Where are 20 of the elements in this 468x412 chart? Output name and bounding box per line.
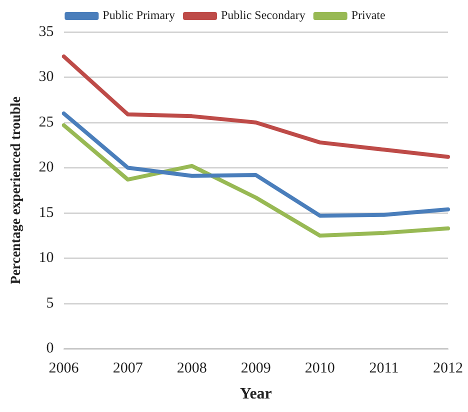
y-tick-label: 30 <box>38 69 54 86</box>
x-tick-label: 2007 <box>112 360 144 377</box>
x-tick-label: 2006 <box>48 360 80 377</box>
y-tick-label: 5 <box>46 295 54 312</box>
x-tick-label: 2009 <box>240 360 271 377</box>
x-tick-label: 2011 <box>369 360 399 377</box>
x-tick-label: 2012 <box>433 360 463 377</box>
legend-label: Public Primary <box>102 8 176 22</box>
legend-label: Private <box>351 8 386 22</box>
y-axis-title: Percentage experienced trouble <box>9 96 24 284</box>
legend-label: Public Secondary <box>221 8 306 22</box>
y-tick-label: 20 <box>38 160 54 176</box>
x-tick-label: 2008 <box>176 360 207 377</box>
y-tick-label: 0 <box>46 340 54 357</box>
y-tick-label: 10 <box>38 250 54 266</box>
y-tick-label: 35 <box>38 24 54 40</box>
y-tick-label: 25 <box>38 114 54 130</box>
y-tick-label: 15 <box>38 204 54 221</box>
x-tick-label: 2010 <box>304 360 335 377</box>
x-axis-title: Year <box>240 386 272 403</box>
